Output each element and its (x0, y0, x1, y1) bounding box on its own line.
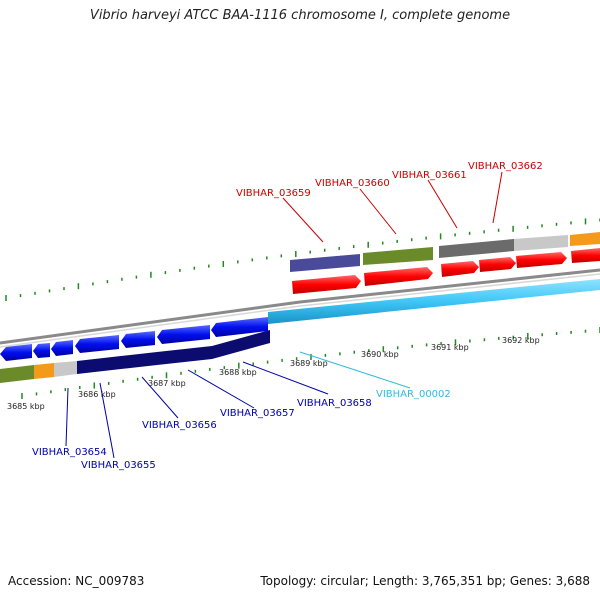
reverse-strand-features (0, 279, 600, 361)
gene-label-03662[interactable]: VIBHAR_03662 (468, 161, 543, 172)
cog-bar-navy-4 (212, 330, 270, 359)
cog-bar-orange (570, 232, 600, 246)
cds-arrow-03661b[interactable] (479, 257, 516, 272)
gene-label-03658[interactable]: VIBHAR_03658 (297, 398, 372, 409)
cog-bar-navy-1 (77, 356, 121, 374)
cds-arrow-03661a[interactable] (441, 261, 479, 277)
cds-arrow-03659[interactable] (292, 275, 361, 294)
gene-label-03659[interactable]: VIBHAR_03659 (236, 188, 311, 199)
upper-cog-bars (290, 232, 600, 272)
rrna-bar[interactable] (268, 279, 600, 324)
gene-label-03660[interactable]: VIBHAR_03660 (315, 178, 390, 189)
leader-line (359, 188, 397, 235)
gene-label-00002[interactable]: VIBHAR_00002 (376, 389, 451, 400)
map-title: Vibrio harveyi ATCC BAA-1116 chromosome … (89, 8, 511, 23)
backbone-inner (0, 273, 600, 348)
reverse-gene-labels: VIBHAR_03654 VIBHAR_03655 VIBHAR_03656 V… (32, 361, 372, 471)
gene-label-03656[interactable]: VIBHAR_03656 (142, 420, 217, 431)
tick-label: 3688 kbp (219, 368, 257, 377)
leader-line (427, 179, 458, 229)
backbone-outer (0, 268, 600, 345)
tick-label: 3686 kbp (78, 390, 116, 399)
tick-label: 3692 kbp (502, 336, 540, 345)
upper-dotted-ticks (5, 218, 600, 301)
tick-label: 3685 kbp (7, 402, 45, 411)
cog-bar-navy-2 (121, 352, 157, 369)
cds-rev-4[interactable] (75, 335, 119, 353)
cds-rev-1[interactable] (0, 344, 32, 361)
cog-bar-lightgray (514, 235, 568, 251)
leader-line (65, 387, 69, 447)
cds-rev-3[interactable] (51, 340, 73, 356)
kbp-tick-labels: 3685 kbp 3686 kbp 3687 kbp 3688 kbp 3689… (7, 336, 540, 411)
cog-bar-lightgray-lower (54, 361, 77, 377)
tick-label: 3691 kbp (431, 343, 469, 352)
cds-arrow-next[interactable] (571, 248, 600, 263)
tick-label: 3690 kbp (361, 350, 399, 359)
cds-rev-2[interactable] (33, 343, 50, 358)
cds-rev-7[interactable] (211, 317, 268, 337)
leader-line (141, 376, 179, 419)
cog-bar-olive (363, 247, 433, 265)
leader-line (99, 382, 115, 459)
cds-arrow-03662[interactable] (516, 252, 567, 268)
cds-rev-5[interactable] (121, 331, 155, 348)
cds-arrow-03660[interactable] (364, 267, 433, 286)
genome-summary-label: Topology: circular; Length: 3,765,351 bp… (260, 574, 590, 588)
gene-label-03654[interactable]: VIBHAR_03654 (32, 447, 107, 458)
gene-label-03657[interactable]: VIBHAR_03657 (220, 408, 295, 419)
lower-dotted-ticks (21, 327, 600, 399)
cog-bar-gray (439, 239, 514, 258)
cog-bar-purple (290, 254, 360, 272)
leader-line (187, 369, 255, 409)
forward-gene-labels: VIBHAR_03659 VIBHAR_03660 VIBHAR_03661 V… (236, 161, 543, 243)
tick-label: 3689 kbp (290, 359, 328, 368)
lower-cog-bars (0, 330, 270, 383)
accession-label: Accession: NC_009783 (8, 574, 145, 588)
cds-rev-6[interactable] (157, 325, 210, 344)
leader-line (242, 361, 329, 395)
gene-label-03661[interactable]: VIBHAR_03661 (392, 170, 467, 181)
cog-bar-orange-lower (34, 363, 54, 379)
cog-bar-navy-3 (157, 346, 212, 365)
leader-line (492, 171, 503, 224)
leader-line (282, 197, 324, 243)
tick-label: 3687 kbp (148, 379, 186, 388)
leader-line (299, 351, 411, 389)
forward-cds-track (292, 248, 600, 294)
gene-label-03655[interactable]: VIBHAR_03655 (81, 460, 156, 471)
cog-bar-olive-lower (0, 365, 34, 383)
